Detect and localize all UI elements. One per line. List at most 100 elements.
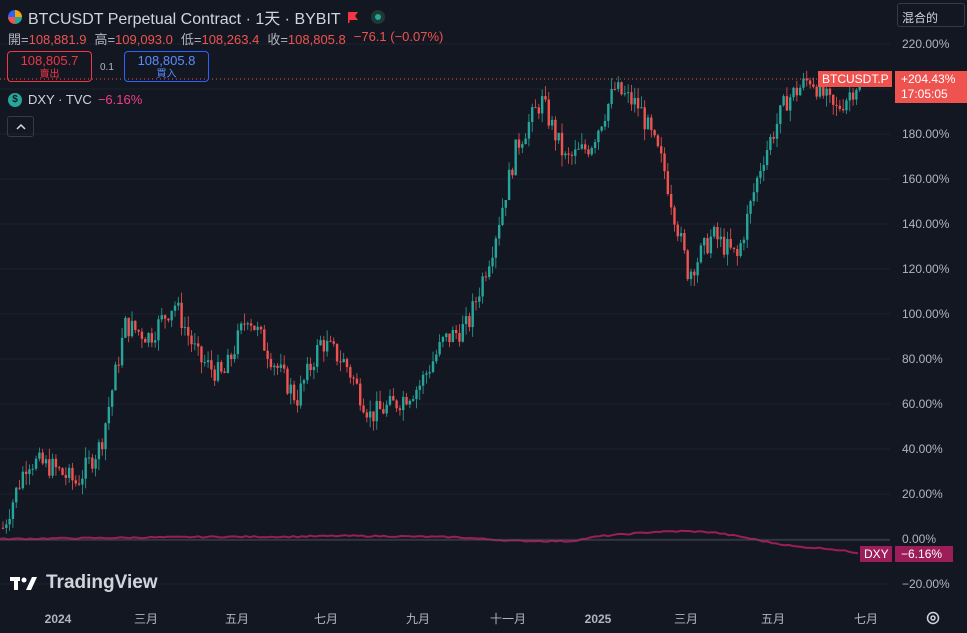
candle-body bbox=[620, 82, 623, 95]
candle-body bbox=[77, 483, 81, 485]
x-axis[interactable]: 2024 三月 五月 七月 九月 十一月 2025 三月 五月 七月 bbox=[45, 612, 878, 626]
candle-body bbox=[226, 354, 230, 373]
candle-body bbox=[564, 153, 567, 156]
candle-body bbox=[554, 119, 557, 141]
y-tick-label: 60.00% bbox=[902, 397, 943, 411]
candle-body bbox=[802, 78, 805, 88]
candle-body bbox=[789, 97, 792, 111]
candle-body bbox=[368, 411, 372, 418]
x-tick-label: 三月 bbox=[674, 612, 698, 626]
candle-body bbox=[669, 194, 673, 208]
close-value: 108,805.8 bbox=[287, 32, 346, 47]
candle-body bbox=[782, 96, 785, 106]
candle-body bbox=[438, 341, 441, 355]
candle-body bbox=[61, 468, 64, 475]
candle-body bbox=[825, 88, 828, 96]
candle-body bbox=[107, 406, 111, 424]
candle-body bbox=[603, 120, 607, 127]
buy-label: 買入 bbox=[156, 69, 177, 80]
candle-body bbox=[345, 359, 349, 368]
compare-symbol-row[interactable]: $ DXY · TVC −6.16% bbox=[8, 92, 142, 107]
candle-body bbox=[405, 396, 408, 405]
candle-body bbox=[769, 136, 772, 151]
candle-body bbox=[693, 271, 696, 276]
candle-body bbox=[425, 373, 428, 375]
candle-body bbox=[488, 266, 491, 277]
dxy-series-name: DXY bbox=[864, 547, 889, 561]
candle-body bbox=[312, 366, 316, 370]
candle-body bbox=[497, 224, 501, 239]
candle-body bbox=[74, 480, 77, 484]
candle-body bbox=[686, 250, 689, 280]
dxy-last-label: DXY −6.16% bbox=[860, 546, 953, 562]
candle-body bbox=[755, 177, 759, 193]
y-tick-label: 120.00% bbox=[902, 262, 950, 276]
collapse-legend-button[interactable] bbox=[7, 116, 34, 137]
candle-body bbox=[15, 487, 18, 503]
btc-series-name: BTCUSDT.P bbox=[822, 72, 889, 86]
candle-body bbox=[792, 87, 795, 98]
candle-body bbox=[160, 315, 163, 320]
high-label: 高= bbox=[94, 32, 116, 47]
candle-body bbox=[828, 88, 832, 95]
candle-body bbox=[703, 238, 706, 246]
candle-body bbox=[319, 340, 322, 346]
candle-body bbox=[329, 340, 332, 342]
visibility-icon[interactable] bbox=[370, 10, 385, 24]
candle-body bbox=[729, 238, 732, 248]
candle-body bbox=[378, 401, 382, 410]
btc-countdown: 17:05:05 bbox=[901, 87, 948, 101]
y-tick-label: 100.00% bbox=[902, 307, 950, 321]
candle-body bbox=[660, 146, 663, 154]
candle-body bbox=[415, 389, 418, 400]
candle-body bbox=[256, 326, 259, 330]
open-label: 開= bbox=[8, 32, 29, 47]
candle-body bbox=[180, 302, 183, 329]
candle-body bbox=[58, 467, 61, 469]
symbol-title[interactable]: BTCUSDT Perpetual Contract · 1天 · BYBIT bbox=[28, 11, 341, 28]
high-value: 109,093.0 bbox=[115, 32, 173, 47]
candle-body bbox=[626, 92, 630, 94]
candle-body bbox=[527, 121, 531, 139]
sell-label: 賣出 bbox=[39, 69, 60, 80]
candle-body bbox=[71, 467, 74, 481]
candle-body bbox=[355, 378, 359, 384]
candle-body bbox=[120, 337, 124, 366]
candle-body bbox=[137, 329, 140, 332]
x-tick-label: 五月 bbox=[761, 612, 785, 626]
candle-body bbox=[101, 442, 104, 450]
candle-body bbox=[24, 471, 28, 475]
candle-body bbox=[177, 302, 180, 306]
chevron-up-icon bbox=[15, 123, 26, 130]
sell-price: 108,805.7 bbox=[20, 53, 79, 68]
candle-body bbox=[187, 327, 190, 336]
flag-icon[interactable] bbox=[347, 11, 359, 23]
dxy-last-value: −6.16% bbox=[901, 547, 942, 561]
candle-body bbox=[577, 148, 580, 150]
candle-body bbox=[130, 320, 134, 337]
x-tick-label: 十一月 bbox=[490, 612, 526, 626]
candle-body bbox=[18, 487, 21, 489]
candle-body bbox=[679, 233, 683, 237]
candle-body bbox=[91, 457, 94, 469]
candle-body bbox=[316, 345, 319, 367]
candle-body bbox=[402, 396, 405, 411]
sell-button[interactable]: 108,805.7 賣出 bbox=[7, 51, 92, 82]
candle-body bbox=[322, 340, 326, 352]
scale-mode-select[interactable]: 混合的 bbox=[897, 3, 965, 27]
symbol-title-row[interactable]: BTCUSDT Perpetual Contract · 1天 · BYBIT bbox=[8, 5, 385, 29]
settings-gear-icon[interactable] bbox=[924, 609, 942, 627]
buy-button[interactable]: 108,805.8 買入 bbox=[124, 51, 209, 82]
candle-body bbox=[471, 301, 474, 328]
candle-body bbox=[94, 459, 97, 469]
candle-body bbox=[97, 442, 101, 460]
candle-body bbox=[398, 408, 402, 411]
candle-body bbox=[206, 360, 210, 363]
change-value: −76.1 (−0.07%) bbox=[353, 29, 444, 44]
candle-body bbox=[785, 96, 789, 111]
compare-symbol[interactable]: DXY · TVC bbox=[28, 92, 92, 107]
candle-body bbox=[375, 401, 378, 422]
candle-body bbox=[458, 332, 461, 342]
y-axis[interactable]: 220.00%200.00%180.00%160.00%140.00%120.0… bbox=[902, 37, 950, 591]
